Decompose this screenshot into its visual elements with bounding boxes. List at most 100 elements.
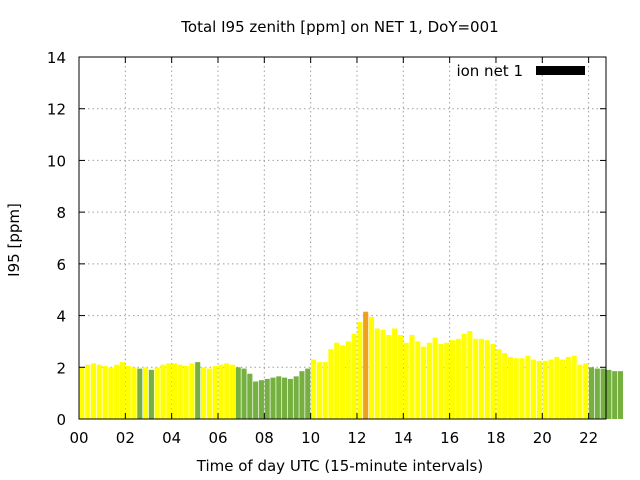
bar [258,380,264,419]
bar [224,363,230,419]
x-axis-label: Time of day UTC (15-minute intervals) [196,457,483,475]
bar [496,349,502,419]
bar [108,367,114,419]
y-axis-label: I95 [ppm] [5,203,23,277]
bar [90,363,97,419]
bar [594,368,600,419]
bar [316,362,322,419]
y-tick-label: 14 [47,49,66,67]
bar [183,365,189,419]
bar [345,341,351,419]
bar [137,368,143,419]
bar [241,368,247,419]
bar [200,367,207,419]
bar [311,359,317,419]
bar [195,362,201,419]
bar [438,344,444,419]
x-tick-label: 22 [579,429,598,447]
x-tick-label: 10 [301,429,320,447]
bar [386,334,392,419]
bar [600,368,606,419]
bar [513,358,519,419]
bar [519,358,525,419]
bar [96,364,102,419]
bar [154,367,160,419]
grid-lines [79,57,606,419]
bar [449,340,456,419]
bar [322,362,328,419]
bar [305,368,311,419]
bar [426,342,432,419]
bar [409,334,415,419]
bar [432,337,438,419]
y-tick-label: 0 [56,411,66,429]
bar [536,360,542,419]
bar [467,331,473,419]
x-tick-label: 14 [394,429,413,447]
bar [143,367,149,419]
bar [397,334,403,419]
bar [507,356,513,419]
bar [264,378,270,419]
bar [554,356,560,419]
x-tick-label: 00 [69,429,88,447]
bar [131,367,137,419]
bar [218,364,224,419]
bar [415,341,421,419]
y-tick-label: 10 [47,152,66,170]
bar [502,353,508,419]
bar [455,338,461,419]
bars-group [79,311,624,419]
bar [577,364,583,419]
bar [363,311,369,419]
bar [357,322,363,419]
bar [177,364,183,419]
bar [229,364,236,419]
bar [148,369,154,419]
bar [617,371,624,419]
legend-swatch [536,66,585,75]
bar [548,359,554,419]
legend: ion net 1 [456,62,585,80]
y-tick-label: 6 [56,256,66,274]
x-tick-label: 02 [116,429,135,447]
bar [299,371,305,419]
bar [542,360,548,419]
bar [212,365,218,419]
bar [328,349,334,419]
x-tick-label: 12 [347,429,366,447]
bar [571,355,577,419]
bar [525,355,531,419]
bar [392,328,398,419]
bar [172,363,178,419]
bar [114,364,120,419]
bar [339,345,346,419]
x-tick-label: 16 [440,429,459,447]
bar [531,359,537,419]
bar [270,377,276,419]
bar [368,316,375,419]
bar [334,342,340,419]
x-tick-label: 08 [255,429,274,447]
bar [374,328,380,419]
bar [484,340,490,419]
bar [403,342,409,419]
bar [473,338,479,419]
bar [560,359,566,419]
y-tick-label: 2 [56,359,66,377]
bar [102,365,108,419]
y-tick-label: 8 [56,204,66,222]
plot-frame [78,56,607,420]
bar [612,371,618,419]
bar [125,365,131,419]
axis-ticks [78,56,606,420]
y-tick-label: 12 [47,101,66,119]
bar [282,377,288,419]
bar [85,364,91,419]
bar [166,363,172,419]
bar [588,367,595,419]
bar [351,333,357,419]
bar [287,378,293,419]
bar [583,363,589,419]
bar [253,381,259,419]
